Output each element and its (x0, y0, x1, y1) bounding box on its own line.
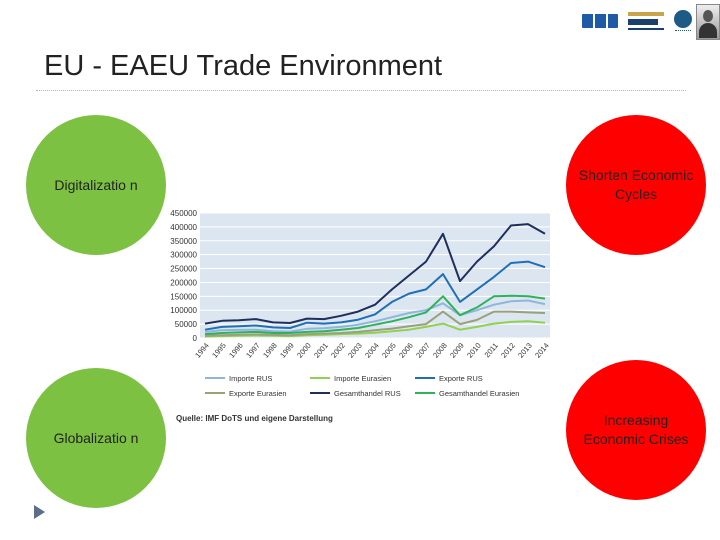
legend-label: Gesamthandel Eurasien (439, 389, 519, 398)
x-tick-label: 2009 (448, 341, 466, 360)
legend-label: Importe Eurasien (334, 374, 391, 383)
legend-label: Importe RUS (229, 374, 272, 383)
x-tick-label: 2011 (483, 341, 500, 359)
series-line-exporte-eurasien (204, 310, 546, 337)
bullet-arrow-icon (34, 505, 45, 519)
x-tick-label: 1995 (210, 341, 228, 360)
x-tick-label: 1998 (261, 341, 279, 360)
x-tick-label: 1994 (193, 341, 211, 360)
y-tick-label: 450000 (170, 209, 197, 218)
legend-label: Exporte RUS (439, 374, 483, 383)
digitalization-circle: Digitalizatio n (26, 115, 166, 255)
y-tick-label: 0 (193, 334, 198, 343)
legend-label: Exporte Eurasien (229, 389, 287, 398)
trade-line-chart: 450000 400000 350000 300000 250000 200000 1500… (170, 209, 551, 398)
portrait-logo-icon (696, 4, 720, 40)
x-tick-label: 2004 (363, 341, 381, 360)
y-tick-label: 250000 (170, 265, 197, 274)
y-tick-label: 200000 (170, 278, 197, 287)
logo-strip (580, 4, 720, 40)
globalization-circle: Globalizatio n (26, 368, 166, 508)
series-line-gesamthandel-eurasien (204, 294, 546, 336)
x-tick-label: 2013 (516, 341, 534, 360)
y-tick-label: 300000 (170, 251, 197, 260)
series-line-importe-rus (204, 299, 546, 333)
y-tick-label: 100000 (170, 306, 197, 315)
x-tick-label: 2008 (431, 341, 449, 360)
x-tick-label: 2006 (397, 341, 415, 360)
x-tick-label: 2001 (312, 341, 330, 360)
x-tick-label: 2007 (414, 341, 432, 360)
x-tick-label: 1996 (227, 341, 245, 360)
slide-title: EU - EAEU Trade Environment (44, 50, 443, 82)
y-tick-label: 400000 (170, 223, 197, 232)
y-tick-label: 350000 (170, 237, 197, 246)
y-tick-label: 50000 (175, 320, 198, 329)
x-tick-label: 2010 (465, 341, 483, 360)
x-tick-label: 2014 (533, 341, 551, 360)
x-tick-label: 1999 (278, 341, 296, 360)
foundation-logo-icon (672, 4, 694, 38)
university-logo-icon (582, 4, 620, 38)
series-line-exporte-rus (204, 260, 546, 331)
x-tick-label: 2003 (346, 341, 364, 360)
x-tick-label: 2002 (329, 341, 347, 360)
series-line-gesamthandel-rus (204, 223, 546, 325)
legend-label: Gesamthandel RUS (334, 389, 401, 398)
x-tick-label: 2012 (499, 341, 517, 360)
series-line-importe-eurasien (204, 320, 546, 338)
y-tick-label: 150000 (170, 292, 197, 301)
x-tick-label: 2005 (380, 341, 398, 360)
shorten-cycles-circle: Shorten Economic Cycles (566, 115, 706, 255)
economic-crises-circle: Increasing Economic Crises (566, 360, 706, 500)
title-divider (36, 90, 686, 91)
chart-source-note: Quelle: IMF DoTS und eigene Darstellung (176, 414, 333, 423)
x-tick-label: 1997 (244, 341, 262, 360)
x-tick-label: 2000 (295, 341, 313, 360)
plot-area (200, 213, 550, 338)
institute-logo-icon (624, 4, 668, 38)
